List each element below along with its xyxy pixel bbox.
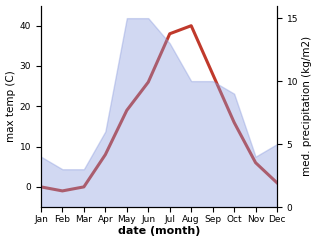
Y-axis label: max temp (C): max temp (C) [5, 70, 16, 142]
Y-axis label: med. precipitation (kg/m2): med. precipitation (kg/m2) [302, 36, 313, 176]
X-axis label: date (month): date (month) [118, 227, 200, 236]
